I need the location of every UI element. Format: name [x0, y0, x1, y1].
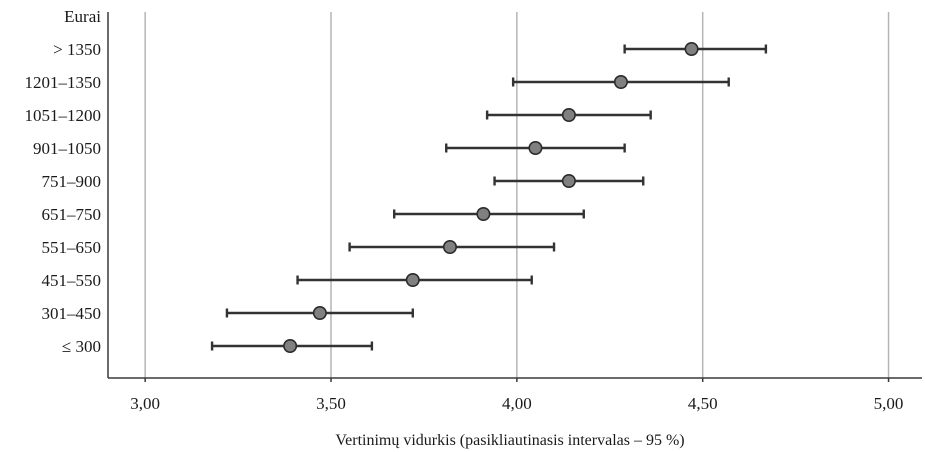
category-label: 1201–1350 [25, 73, 102, 92]
category-label: 901–1050 [33, 139, 101, 158]
category-label: 1051–1200 [25, 106, 102, 125]
mean-point [405, 272, 420, 287]
mean-point [613, 75, 628, 90]
y-axis-header: Eurai [64, 7, 101, 26]
category-label: 451–550 [42, 271, 102, 290]
category-label: 751–900 [42, 172, 102, 191]
x-tick-label: 3,00 [130, 394, 160, 413]
mean-point [561, 174, 576, 189]
grid-layer [144, 12, 890, 382]
x-axis-title: Vertinimų vidurkis (pasikliautinasis int… [335, 432, 684, 449]
category-label: 651–750 [42, 205, 102, 224]
category-label: > 1350 [53, 40, 101, 59]
category-labels: > 1350 1201–1350 1051–1200 901–1050 751–900 6… [25, 40, 102, 356]
mean-point [283, 338, 298, 353]
x-tick-label: 5,00 [874, 394, 904, 413]
mean-point [528, 141, 543, 156]
x-tick-labels: 3,00 3,50 4,00 4,50 5,00 [130, 394, 903, 413]
category-label: 301–450 [42, 304, 102, 323]
x-tick-label: 4,50 [688, 394, 718, 413]
category-label: 551–650 [42, 238, 102, 257]
error-bars [210, 44, 768, 351]
x-tick-label: 3,50 [316, 394, 346, 413]
mean-point [684, 41, 699, 56]
category-label: ≤ 300 [62, 337, 101, 356]
x-tick-label: 4,00 [502, 394, 532, 413]
mean-point [442, 240, 457, 255]
mean-point [476, 207, 491, 222]
mean-point [312, 305, 327, 320]
mean-point [561, 108, 576, 123]
mean-points [283, 41, 699, 353]
